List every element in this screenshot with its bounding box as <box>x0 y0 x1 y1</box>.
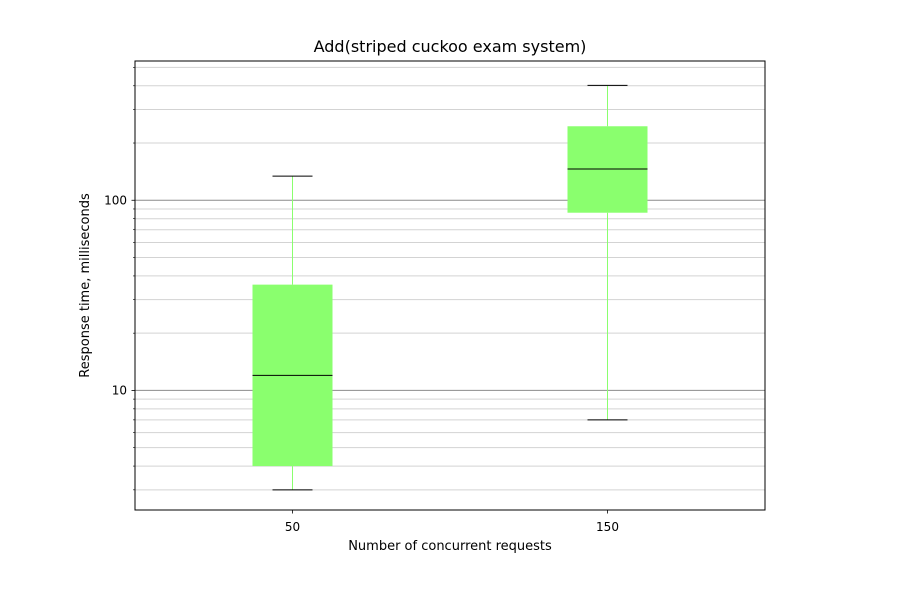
axis-ticks: 10 100 50 150 <box>104 67 619 534</box>
y-tick-label: 100 <box>104 193 127 207</box>
x-tick-label: 50 <box>285 520 300 534</box>
x-tick-label: 150 <box>596 520 619 534</box>
y-tick-label: 10 <box>112 383 127 397</box>
plot-area-frame <box>134 60 766 511</box>
chart-title: Add(striped cuckoo exam system) <box>314 37 587 56</box>
grid-lines <box>135 66 765 491</box>
y-axis-label: Response time, milliseconds <box>78 193 93 378</box>
boxes <box>252 84 648 491</box>
x-axis-label: Number of concurrent requests <box>348 539 552 554</box>
